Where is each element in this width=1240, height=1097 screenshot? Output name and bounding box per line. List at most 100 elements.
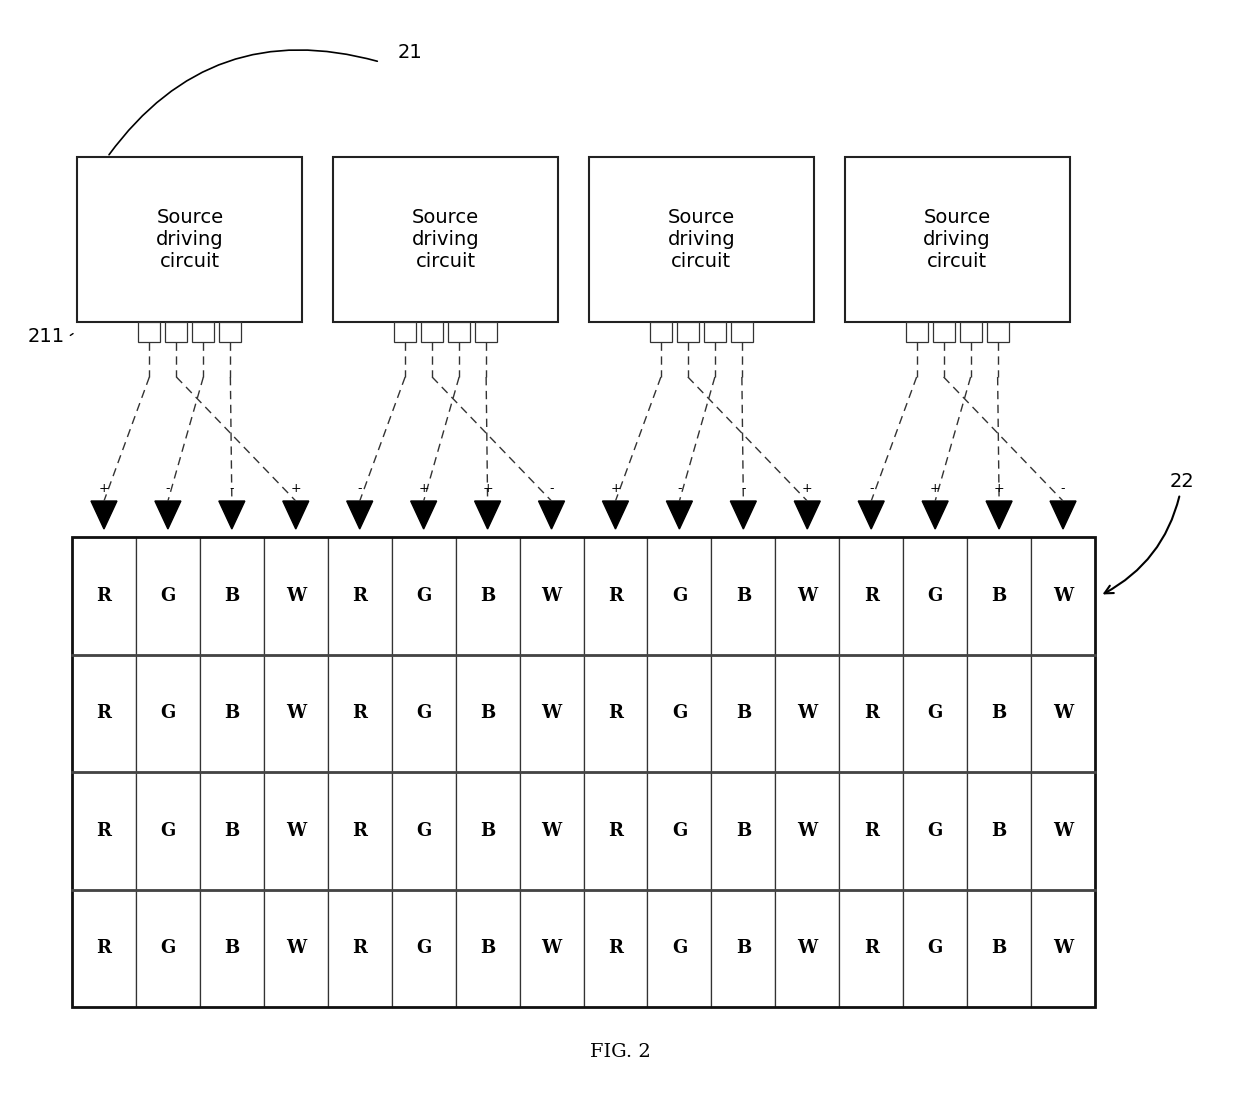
- Text: Source
driving
circuit: Source driving circuit: [924, 208, 991, 271]
- Text: B: B: [735, 939, 751, 958]
- Text: 22: 22: [1105, 472, 1195, 593]
- Text: W: W: [542, 704, 562, 722]
- Bar: [1032, 538, 1095, 655]
- Text: W: W: [797, 587, 817, 604]
- Text: W: W: [797, 939, 817, 958]
- Polygon shape: [730, 501, 756, 529]
- Text: R: R: [608, 822, 622, 839]
- Bar: [455, 772, 520, 890]
- Text: W: W: [797, 704, 817, 722]
- Bar: [136, 538, 200, 655]
- Polygon shape: [666, 501, 692, 529]
- Text: R: R: [97, 587, 112, 604]
- Text: R: R: [608, 587, 622, 604]
- Text: G: G: [672, 939, 687, 958]
- Bar: [520, 772, 584, 890]
- Bar: [775, 538, 839, 655]
- Text: W: W: [542, 587, 562, 604]
- Bar: [967, 655, 1032, 772]
- Text: +: +: [482, 482, 494, 495]
- Text: B: B: [224, 939, 239, 958]
- Bar: [584, 890, 647, 1007]
- Text: R: R: [608, 704, 622, 722]
- Text: -: -: [742, 482, 745, 495]
- Bar: [264, 655, 327, 772]
- Text: Source
driving
circuit: Source driving circuit: [156, 208, 223, 271]
- Bar: [967, 538, 1032, 655]
- Text: 21: 21: [398, 43, 423, 61]
- Text: FIG. 2: FIG. 2: [590, 1043, 650, 1061]
- Bar: [448, 323, 470, 342]
- Text: G: G: [160, 939, 176, 958]
- Text: G: G: [160, 822, 176, 839]
- Bar: [455, 890, 520, 1007]
- Bar: [422, 323, 443, 342]
- Bar: [987, 323, 1008, 342]
- Bar: [839, 538, 903, 655]
- Bar: [192, 323, 215, 342]
- Text: W: W: [1053, 939, 1073, 958]
- Polygon shape: [410, 501, 436, 529]
- Text: B: B: [735, 704, 751, 722]
- Bar: [647, 890, 712, 1007]
- Text: +: +: [610, 482, 621, 495]
- Text: G: G: [928, 822, 942, 839]
- Bar: [455, 538, 520, 655]
- Text: G: G: [417, 939, 432, 958]
- Bar: [264, 772, 327, 890]
- Text: W: W: [1053, 587, 1073, 604]
- Text: R: R: [608, 939, 622, 958]
- Text: R: R: [352, 587, 367, 604]
- Text: 211: 211: [29, 328, 66, 347]
- Bar: [903, 772, 967, 890]
- Text: Source
driving
circuit: Source driving circuit: [667, 208, 735, 271]
- Bar: [932, 323, 955, 342]
- Bar: [475, 323, 497, 342]
- Bar: [905, 323, 928, 342]
- Text: G: G: [672, 822, 687, 839]
- Bar: [139, 323, 160, 342]
- Bar: [960, 323, 982, 342]
- Bar: [200, 655, 264, 772]
- Text: B: B: [480, 587, 495, 604]
- Bar: [327, 890, 392, 1007]
- Text: -: -: [357, 482, 362, 495]
- Bar: [712, 772, 775, 890]
- Text: B: B: [224, 822, 239, 839]
- Text: G: G: [417, 587, 432, 604]
- Bar: [72, 655, 136, 772]
- Polygon shape: [795, 501, 821, 529]
- Bar: [647, 655, 712, 772]
- Bar: [903, 538, 967, 655]
- Polygon shape: [1050, 501, 1076, 529]
- Bar: [334, 157, 558, 323]
- Text: -: -: [677, 482, 682, 495]
- Text: G: G: [417, 704, 432, 722]
- Text: W: W: [285, 822, 306, 839]
- Bar: [775, 655, 839, 772]
- Text: B: B: [992, 822, 1007, 839]
- Bar: [844, 157, 1070, 323]
- Polygon shape: [218, 501, 244, 529]
- Bar: [730, 323, 753, 342]
- Text: B: B: [480, 822, 495, 839]
- Text: +: +: [802, 482, 812, 495]
- Bar: [712, 890, 775, 1007]
- Text: R: R: [97, 822, 112, 839]
- Text: R: R: [97, 939, 112, 958]
- Text: G: G: [928, 704, 942, 722]
- Bar: [775, 772, 839, 890]
- Bar: [327, 538, 392, 655]
- Text: B: B: [992, 939, 1007, 958]
- Text: B: B: [224, 587, 239, 604]
- Bar: [392, 655, 455, 772]
- Polygon shape: [283, 501, 309, 529]
- Bar: [200, 538, 264, 655]
- Text: +: +: [993, 482, 1004, 495]
- Bar: [136, 655, 200, 772]
- Bar: [72, 890, 136, 1007]
- Polygon shape: [347, 501, 373, 529]
- Text: B: B: [735, 822, 751, 839]
- Text: W: W: [542, 939, 562, 958]
- Bar: [165, 323, 187, 342]
